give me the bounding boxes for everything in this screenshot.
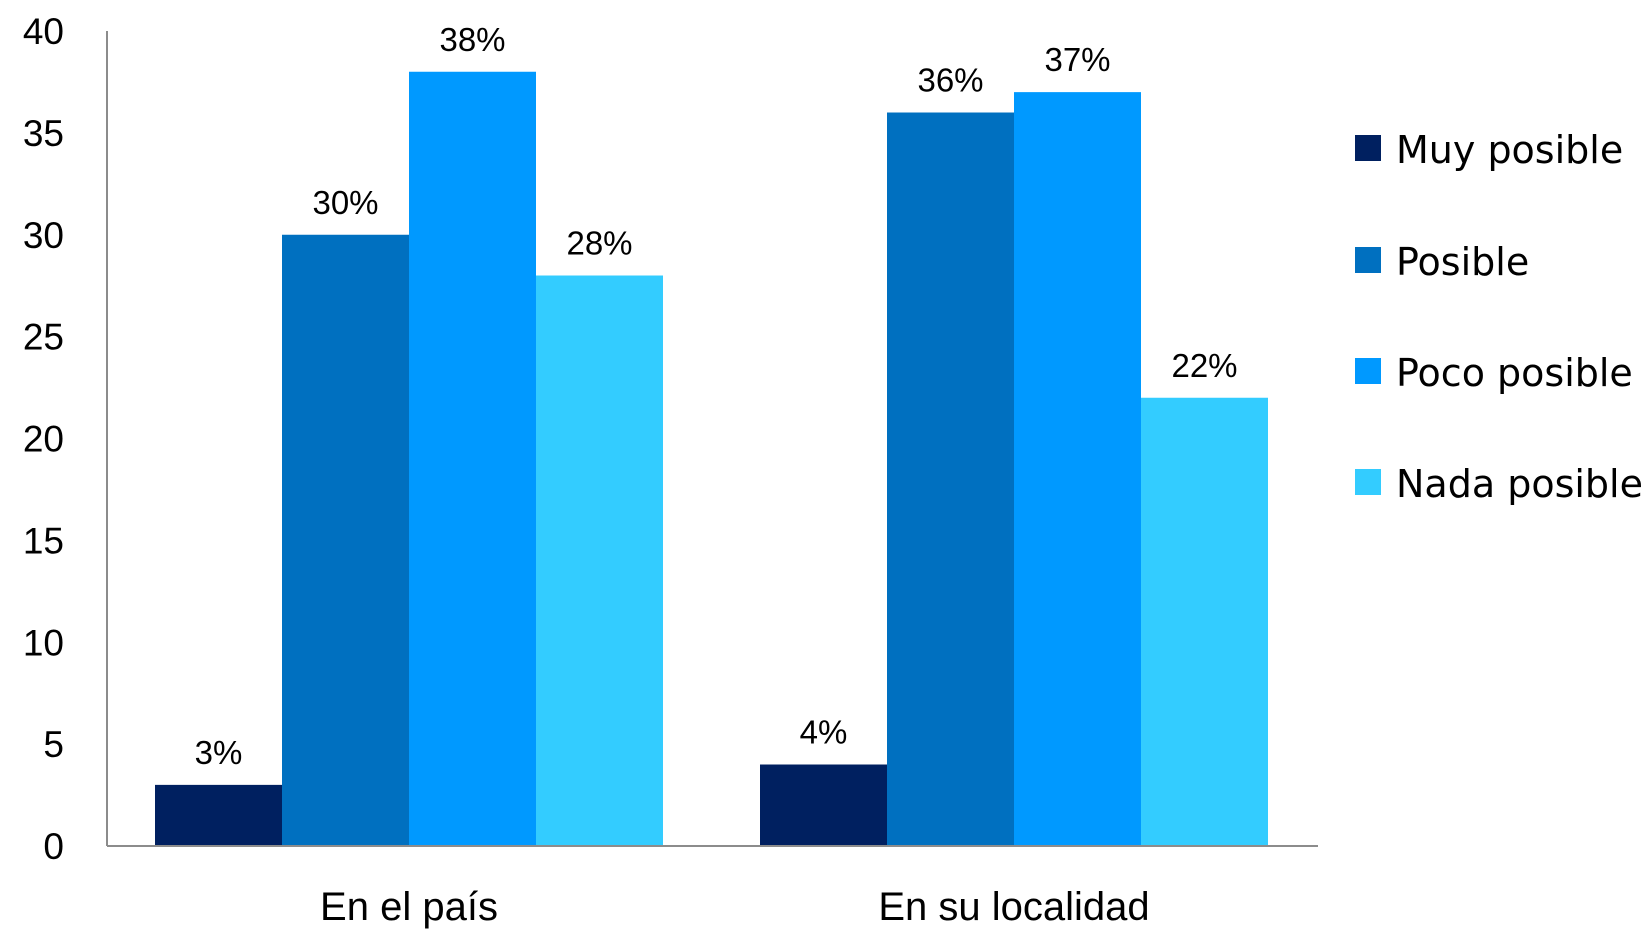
data-label: 30% xyxy=(312,184,378,221)
legend-swatch xyxy=(1355,135,1381,161)
y-tick-label: 0 xyxy=(43,826,64,867)
legend-item: Posible xyxy=(1355,240,1529,284)
y-tick-label: 15 xyxy=(23,520,64,561)
bar-nada-posible xyxy=(1141,397,1268,846)
legend-swatch xyxy=(1355,358,1381,384)
legend-item: Poco posible xyxy=(1355,351,1633,395)
bar-poco-posible xyxy=(409,71,536,846)
data-label: 37% xyxy=(1044,41,1110,78)
bar-poco-posible xyxy=(1014,92,1141,846)
legend-item: Muy posible xyxy=(1355,128,1623,172)
legend-label: Nada posible xyxy=(1396,462,1643,506)
data-label: 3% xyxy=(195,734,243,771)
bar-muy-posible xyxy=(760,764,887,846)
legend-swatch xyxy=(1355,247,1381,273)
data-label: 28% xyxy=(566,225,632,262)
y-tick-label: 20 xyxy=(23,419,64,460)
legend-item: Nada posible xyxy=(1355,462,1643,506)
bar-muy-posible xyxy=(155,784,282,846)
bar-posible xyxy=(887,112,1014,846)
bar-posible xyxy=(282,234,409,846)
y-tick-label: 40 xyxy=(23,11,64,52)
data-label: 4% xyxy=(800,714,848,751)
x-axis-category-labels: En el país En su localidad xyxy=(320,885,1150,929)
data-label: 36% xyxy=(917,62,983,99)
y-tick-label: 30 xyxy=(23,215,64,256)
legend-label: Poco posible xyxy=(1396,351,1633,395)
bar-nada-posible xyxy=(536,275,663,846)
y-tick-label: 35 xyxy=(23,113,64,154)
legend-label: Muy posible xyxy=(1396,128,1623,172)
bars xyxy=(155,71,1268,846)
legend: Muy posible Posible Poco posible Nada posib… xyxy=(1355,128,1643,506)
y-tick-label: 10 xyxy=(23,622,64,663)
y-tick-label: 25 xyxy=(23,317,64,358)
data-label: 38% xyxy=(439,21,505,58)
x-category-label: En su localidad xyxy=(878,885,1149,929)
data-label: 22% xyxy=(1171,347,1237,384)
legend-label: Posible xyxy=(1396,240,1529,284)
data-labels: 3% 30% 38% 28% 4% 36% 37% 22% xyxy=(195,21,1238,771)
legend-swatch xyxy=(1355,469,1381,495)
y-tick-label: 5 xyxy=(43,724,64,765)
y-axis-ticks: 0 5 10 15 20 25 30 35 40 xyxy=(23,11,64,867)
x-category-label: En el país xyxy=(320,885,498,929)
